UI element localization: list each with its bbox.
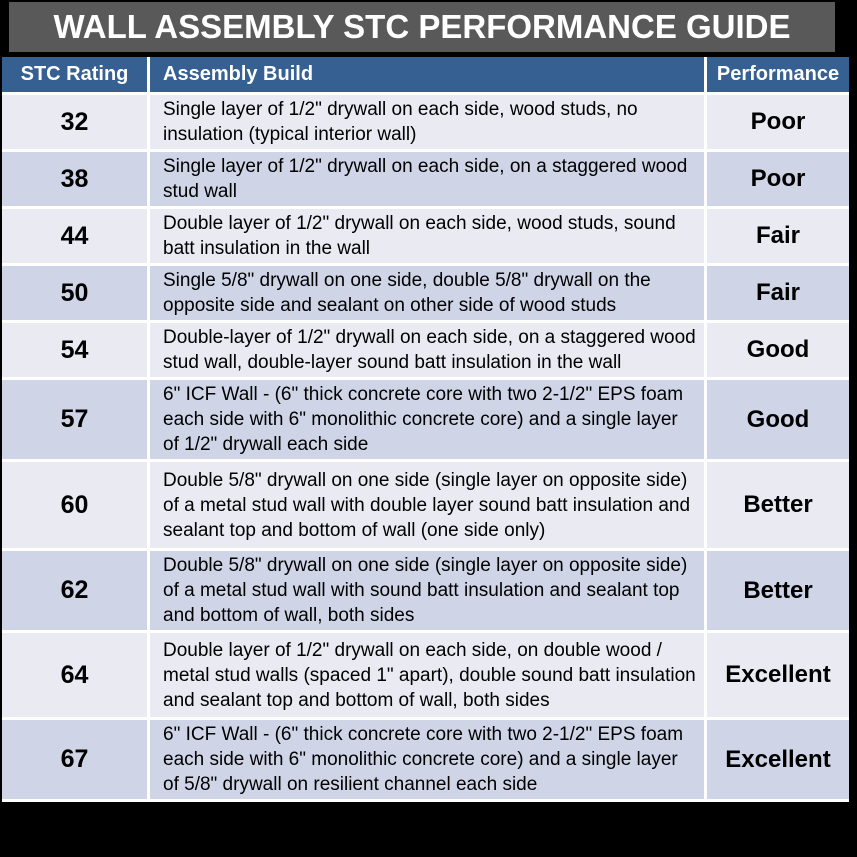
table-row: 60 Double 5/8" drywall on one side (sing… (2, 462, 849, 551)
performance-value: Fair (755, 222, 800, 249)
column-header-stc-rating: STC Rating (2, 57, 150, 92)
assembly-build-text: Double layer of 1/2" drywall on each sid… (150, 209, 707, 263)
performance-value: Excellent (725, 661, 831, 688)
stc-rating-value: 38 (2, 152, 150, 206)
table-row: 38 Single layer of 1/2" drywall on each … (2, 152, 849, 209)
stc-rating-value: 50 (2, 266, 150, 320)
assembly-build-text: Single layer of 1/2" drywall on each sid… (150, 152, 707, 206)
table-row: 32 Single layer of 1/2" drywall on each … (2, 95, 849, 152)
table-row: 44 Double layer of 1/2" drywall on each … (2, 209, 849, 266)
table-header-row: STC Rating Assembly Build Performance (2, 57, 849, 95)
assembly-build-text: Double 5/8" drywall on one side (single … (150, 462, 707, 548)
page-title: WALL ASSEMBLY STC PERFORMANCE GUIDE (53, 8, 791, 45)
table-body: 32 Single layer of 1/2" drywall on each … (2, 95, 849, 802)
stc-rating-value: 54 (2, 323, 150, 377)
table-row: 57 6" ICF Wall - (6" thick concrete core… (2, 380, 849, 462)
assembly-build-text: Double 5/8" drywall on one side (single … (150, 551, 707, 630)
performance-value: Good (746, 336, 810, 363)
performance-value: Poor (750, 165, 806, 192)
stc-rating-value: 60 (2, 462, 150, 548)
performance-value: Fair (755, 279, 800, 306)
table-row: 50 Single 5/8" drywall on one side, doub… (2, 266, 849, 323)
stc-rating-value: 67 (2, 720, 150, 799)
table-row: 64 Double layer of 1/2" drywall on each … (2, 633, 849, 720)
title-bar: WALL ASSEMBLY STC PERFORMANCE GUIDE (9, 2, 835, 52)
performance-value: Better (743, 491, 813, 518)
performance-value: Better (743, 576, 813, 604)
stc-rating-value: 62 (2, 551, 150, 630)
stc-rating-value: 57 (2, 380, 150, 459)
table-row: 54 Double-layer of 1/2" drywall on each … (2, 323, 849, 380)
stc-rating-value: 44 (2, 209, 150, 263)
assembly-build-text: 6" ICF Wall - (6" thick concrete core wi… (150, 720, 707, 799)
column-header-performance: Performance (716, 63, 840, 85)
performance-value: Excellent (725, 745, 831, 773)
table-row: 67 6" ICF Wall - (6" thick concrete core… (2, 720, 849, 802)
assembly-build-text: 6" ICF Wall - (6" thick concrete core wi… (150, 380, 707, 459)
assembly-build-text: Double layer of 1/2" drywall on each sid… (150, 633, 707, 717)
column-header-assembly-build: Assembly Build (150, 57, 707, 92)
performance-value: Poor (750, 108, 806, 135)
assembly-build-text: Single 5/8" drywall on one side, double … (150, 266, 707, 320)
performance-value: Good (746, 405, 810, 433)
stc-rating-value: 32 (2, 95, 150, 149)
stc-rating-value: 64 (2, 633, 150, 717)
assembly-build-text: Double-layer of 1/2" drywall on each sid… (150, 323, 707, 377)
assembly-build-text: Single layer of 1/2" drywall on each sid… (150, 95, 707, 149)
stc-performance-table: STC Rating Assembly Build Performance 32… (2, 57, 849, 802)
table-row: 62 Double 5/8" drywall on one side (sing… (2, 551, 849, 633)
